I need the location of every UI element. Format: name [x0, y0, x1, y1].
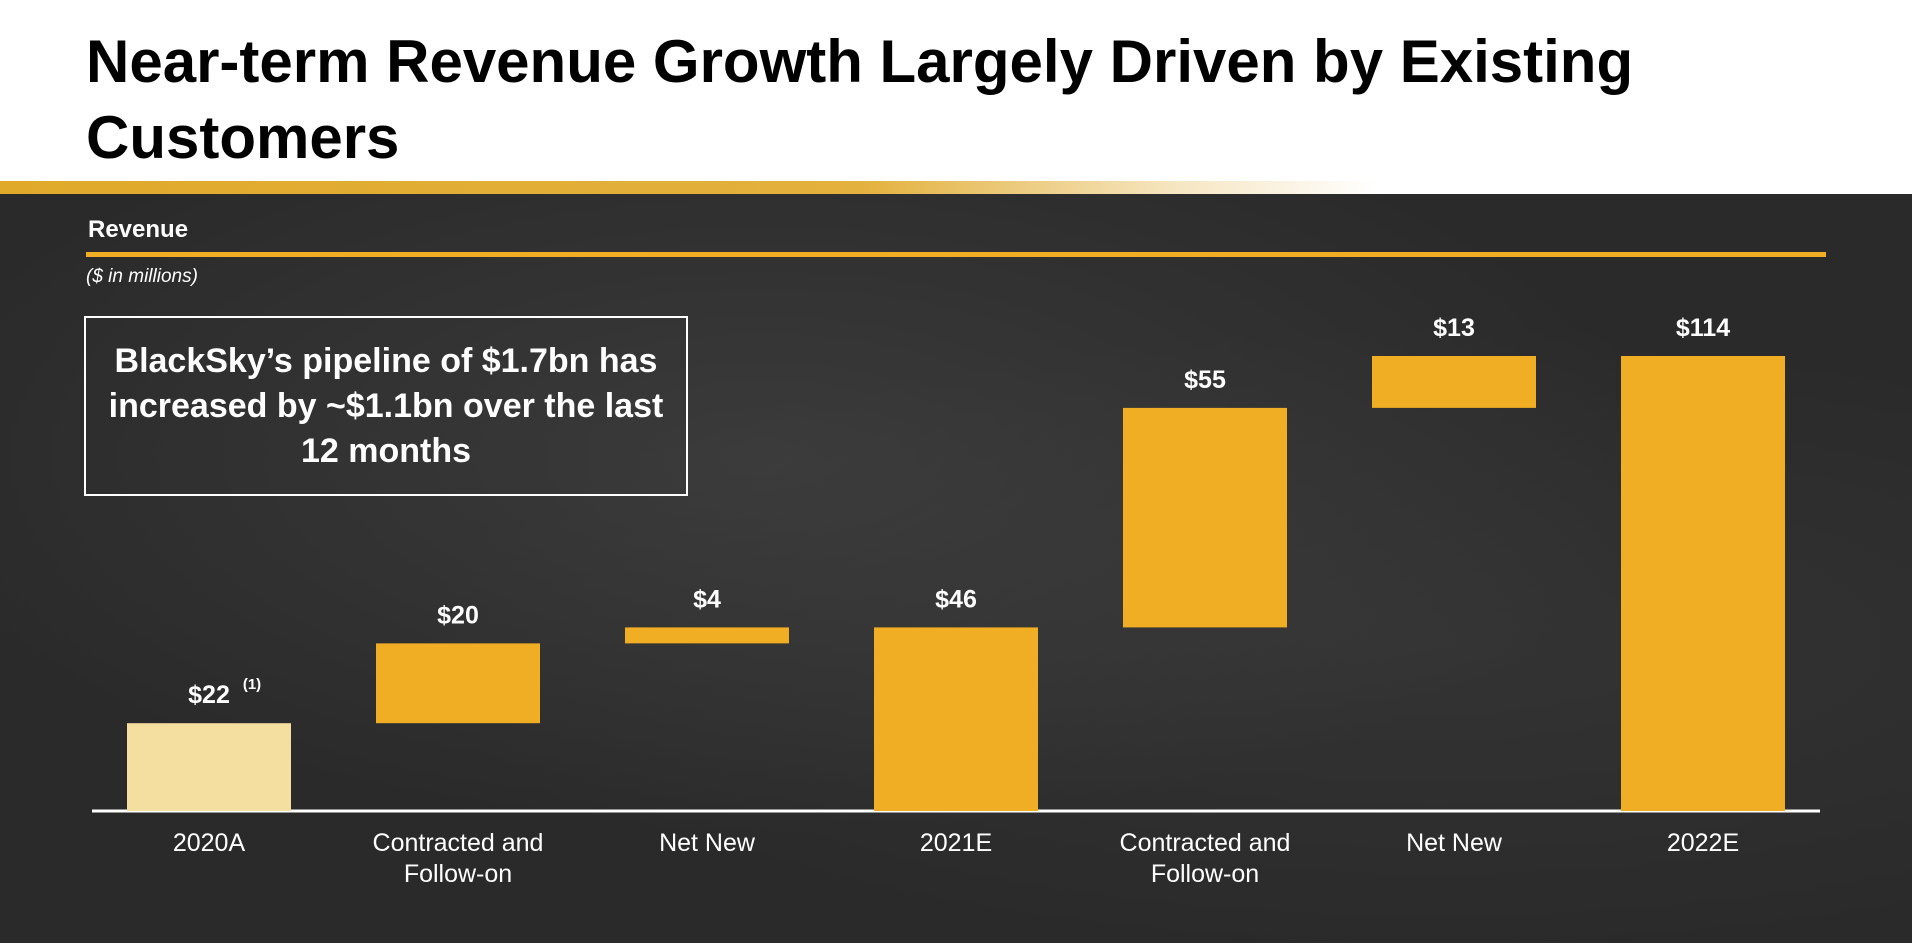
pipeline-callout-box: BlackSky’s pipeline of $1.7bn has increa…: [84, 316, 688, 496]
category-label-4: Contracted and Follow-on: [1120, 829, 1291, 888]
units-note: ($ in millions): [86, 266, 198, 287]
chalkboard-background: [0, 194, 1912, 943]
bottom-divider: [0, 943, 1912, 946]
section-rule: [86, 252, 1826, 257]
category-label-5: Net New: [1406, 829, 1503, 857]
category-label-line: Net New: [1406, 829, 1503, 857]
category-label-line: 2022E: [1667, 829, 1739, 857]
category-label-line: Net New: [659, 829, 756, 857]
category-label-line: Follow-on: [1151, 860, 1259, 888]
bar-5: [1372, 356, 1536, 408]
category-label-2: Net New: [659, 829, 756, 857]
category-label-line: 2020A: [173, 829, 246, 857]
value-label-3: $46: [935, 585, 977, 613]
category-label-line: Contracted and: [373, 829, 544, 857]
value-label-5: $13: [1433, 314, 1475, 342]
page-title: Near-term Revenue Growth Largely Driven …: [86, 28, 1634, 171]
value-label-4: $55: [1184, 366, 1226, 394]
category-label-1: Contracted and Follow-on: [373, 829, 544, 888]
bar-0: [127, 723, 291, 811]
category-label-line: Contracted and: [1120, 829, 1291, 857]
value-label-1: $20: [437, 601, 479, 629]
category-label-0: 2020A: [173, 829, 246, 857]
footnote-marker-0: (1): [243, 676, 261, 693]
value-label-0: $22: [188, 681, 230, 709]
bar-4: [1123, 407, 1287, 628]
category-label-line: Follow-on: [404, 860, 512, 888]
title-accent-strip: [0, 181, 1912, 195]
value-label-2: $4: [693, 585, 721, 613]
section-label: Revenue: [88, 216, 189, 243]
category-label-3: 2021E: [920, 829, 992, 857]
bar-1: [376, 643, 540, 724]
category-label-line: 2021E: [920, 829, 992, 857]
pipeline-callout-text: BlackSky’s pipeline of $1.7bn has increa…: [108, 341, 664, 470]
category-label-6: 2022E: [1667, 829, 1739, 857]
bar-2: [625, 627, 789, 644]
bar-6: [1621, 356, 1785, 811]
value-label-6: $114: [1676, 314, 1730, 342]
bar-3: [874, 627, 1038, 811]
